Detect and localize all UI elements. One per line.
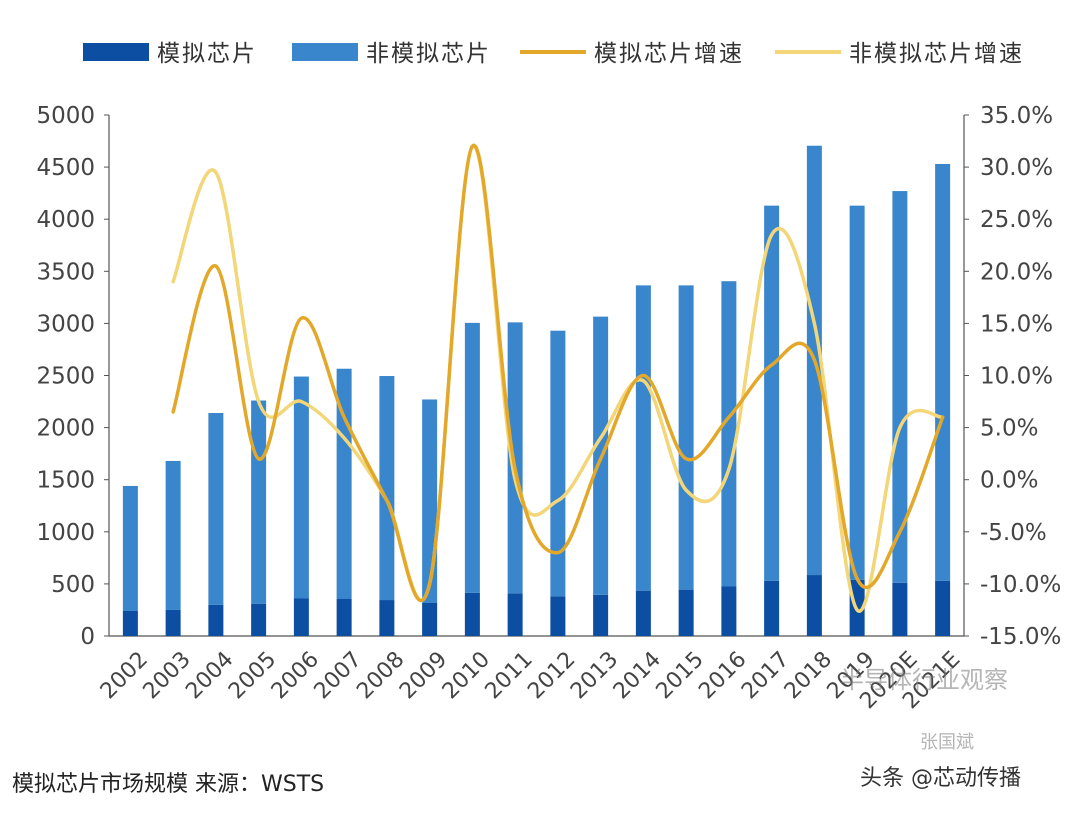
legend-label: 模拟芯片增速: [594, 41, 744, 67]
watermark-middle: 半导体行业观察: [840, 666, 1008, 694]
bar-non-analog: [678, 285, 694, 590]
x-tick-label: 2006: [267, 647, 324, 704]
bar-non-analog: [550, 330, 566, 597]
x-tick-label: 2002: [96, 647, 153, 704]
y-left-tick-label: 3500: [36, 259, 95, 285]
bar-non-analog: [208, 413, 224, 605]
y-left-tick-label: 2500: [36, 364, 95, 390]
y-right-tick-label: -5.0%: [980, 520, 1047, 546]
bar-non-analog: [379, 376, 395, 601]
y-left-tick-label: 4500: [36, 155, 95, 181]
x-tick-label: 2013: [566, 647, 623, 704]
bar-non-analog: [422, 399, 438, 603]
legend-label: 非模拟芯片增速: [849, 41, 1024, 67]
bar-analog: [935, 580, 951, 636]
y-left-tick-label: 4000: [36, 207, 95, 233]
bar-non-analog: [464, 322, 480, 593]
bar-non-analog: [935, 163, 951, 581]
legend-swatch-bar: [292, 43, 358, 61]
line-non-analog-growth: [171, 144, 945, 613]
y-right-tick-label: 5.0%: [980, 416, 1038, 442]
x-tick-label: 2003: [139, 647, 196, 704]
legend-label: 非模拟芯片: [366, 41, 491, 67]
y-left-tick-label: 3000: [36, 311, 95, 337]
x-tick-label: 2008: [352, 647, 409, 704]
y-left-tick-label: 500: [51, 572, 95, 598]
bar-analog: [507, 593, 523, 636]
y-left-tick-label: 1000: [36, 520, 95, 546]
bar-analog: [165, 609, 181, 636]
y-right-tick-label: 15.0%: [980, 311, 1053, 337]
bar-analog: [208, 604, 224, 636]
bar-non-analog: [293, 376, 309, 599]
bar-non-analog: [122, 485, 138, 611]
y-right-tick-label: -15.0%: [980, 624, 1061, 650]
y-left-tick-label: 5000: [36, 103, 95, 129]
bar-non-analog: [849, 205, 865, 580]
y-right-tick-label: 10.0%: [980, 364, 1053, 390]
y-right-tick-label: 25.0%: [980, 207, 1053, 233]
y-right-tick-label: -10.0%: [980, 572, 1061, 598]
legend-label: 模拟芯片: [157, 41, 257, 67]
bar-non-analog: [892, 191, 908, 583]
bar-non-analog: [635, 285, 651, 591]
bar-analog: [422, 602, 438, 636]
x-tick-label: 2010: [438, 647, 495, 704]
bar-analog: [550, 596, 566, 636]
x-tick-label: 2005: [224, 647, 281, 704]
x-tick-label: 2017: [737, 647, 794, 704]
bar-analog: [892, 582, 908, 636]
chart-axes: 0 500 1000 1500 2000 2500 3000 3500 4000 4500 5000…: [36, 103, 1061, 650]
bar-non-analog: [764, 205, 780, 581]
x-tick-label: 2011: [481, 647, 538, 704]
x-tick-label: 2018: [780, 647, 837, 704]
bar-analog: [251, 603, 267, 636]
bar-analog: [764, 580, 780, 636]
line-analog-growth: [171, 143, 945, 603]
bar-analog: [122, 610, 138, 636]
x-tick-label: 2004: [181, 647, 238, 704]
chart-caption: 模拟芯片市场规模 来源：WSTS: [12, 772, 325, 797]
x-tick-label: 2012: [523, 647, 580, 704]
bar-non-analog: [507, 322, 523, 594]
bar-analog: [336, 599, 352, 636]
watermark-small: 张国斌: [920, 732, 974, 753]
y-left-tick-label: 2000: [36, 416, 95, 442]
y-right-tick-label: 0.0%: [980, 468, 1038, 494]
y-right-tick-label: 20.0%: [980, 259, 1053, 285]
bar-analog: [721, 586, 737, 636]
x-tick-label: 2007: [310, 647, 367, 704]
bar-analog: [379, 600, 395, 636]
x-tick-label: 2016: [694, 647, 751, 704]
x-tick-label: 2014: [609, 647, 666, 704]
bar-analog: [464, 592, 480, 636]
bar-analog: [293, 598, 309, 636]
watermark-bottom-right: 头条 @芯动传播: [860, 766, 1021, 791]
bar-non-analog: [165, 460, 181, 610]
y-right-tick-label: 30.0%: [980, 155, 1053, 181]
bar-analog: [593, 594, 609, 636]
bar-analog: [806, 575, 822, 636]
bar-non-analog: [721, 281, 737, 587]
legend-swatch-bar: [83, 43, 149, 61]
y-right-tick-label: 35.0%: [980, 103, 1053, 129]
y-left-tick-label: 1500: [36, 468, 95, 494]
x-tick-label: 2009: [395, 647, 452, 704]
x-axis-labels: 2002200320042005200620072008200920102011…: [96, 647, 966, 714]
line-series: [171, 143, 945, 613]
bar-non-analog: [251, 400, 267, 604]
chart-legend: 模拟芯片 非模拟芯片 模拟芯片增速 非模拟芯片增速: [83, 41, 1024, 67]
x-tick-label: 2015: [652, 647, 709, 704]
bar-analog: [635, 590, 651, 636]
y-left-tick-label: 0: [80, 624, 95, 650]
bar-analog: [678, 589, 694, 636]
